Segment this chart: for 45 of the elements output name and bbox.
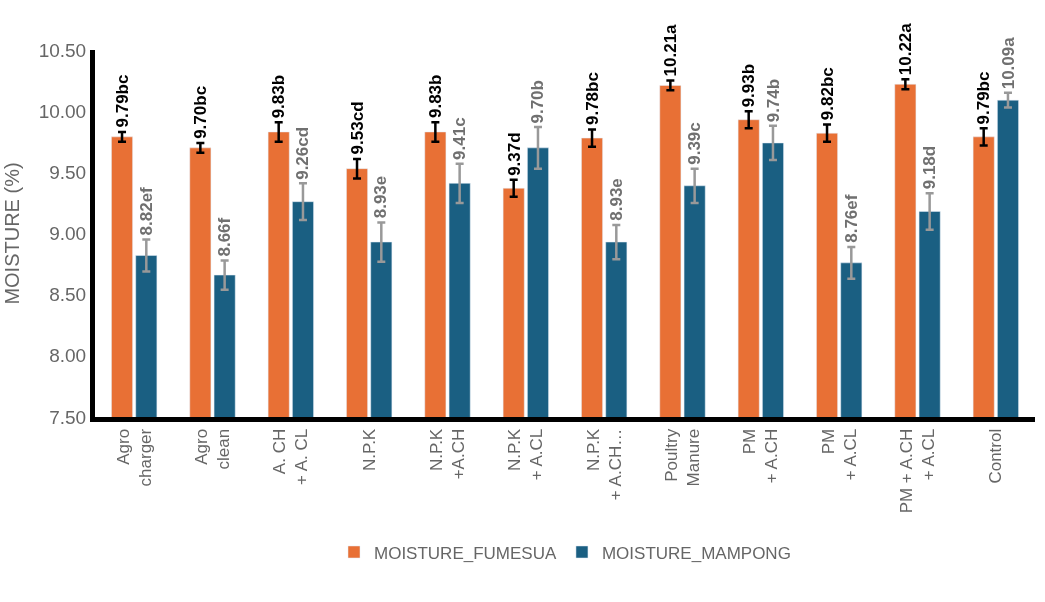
data-label: 9.83b — [269, 74, 289, 119]
x-tick-label: Poultry Manure — [661, 428, 704, 487]
x-tick-label: Agro clean — [191, 428, 234, 470]
data-label: 9.82bc — [817, 67, 837, 121]
data-label: 8.82ef — [137, 186, 157, 236]
y-tick-label: 8.00 — [49, 345, 87, 367]
data-label: 9.79bc — [973, 71, 993, 125]
data-label: 9.70b — [528, 80, 548, 124]
y-tick-label: 9.50 — [49, 161, 87, 183]
legend-label: MOISTURE_MAMPONG — [601, 543, 791, 563]
data-label: 9.93b — [739, 63, 759, 108]
x-tick-label: Control — [986, 428, 1006, 484]
data-label: 9.39c — [685, 122, 705, 165]
y-tick-label: 9.00 — [49, 223, 87, 245]
data-label: 9.53cd — [347, 101, 367, 155]
data-label: 8.93e — [371, 175, 391, 219]
data-label: 9.83b — [425, 74, 445, 119]
data-label: 9.74b — [763, 78, 783, 123]
data-label: 9.41c — [450, 117, 470, 160]
y-tick-label: 10.50 — [38, 39, 87, 61]
x-tick-label: N.P.K +A.CH — [426, 428, 469, 480]
y-tick-label: 7.50 — [49, 406, 87, 428]
legend-label: MOISTURE_FUMESUA — [374, 543, 557, 563]
data-label: 9.26cd — [293, 126, 313, 180]
x-tick-label: N.P.K — [359, 428, 379, 472]
data-label: 9.78bc — [583, 72, 603, 126]
y-tick-label: 8.50 — [49, 284, 87, 306]
x-tick-label: Agro charger — [113, 428, 155, 487]
x-tick-label: PM + A.CH + A.CL — [896, 428, 939, 514]
x-tick-label: PM + A.CH — [740, 428, 782, 484]
data-label: 10.21a — [661, 23, 681, 77]
data-label: 10.22a — [895, 22, 915, 76]
x-tick-label: N.P.K + A.CH… — [583, 428, 625, 501]
data-label: 9.70bc — [190, 85, 210, 139]
x-tick-label: N.P.K + A.CL — [505, 428, 547, 481]
data-label: 8.66f — [214, 217, 234, 257]
data-label: 8.76ef — [841, 194, 861, 243]
data-label: 9.18d — [920, 145, 940, 190]
x-tick-label: PM + A.CL — [818, 428, 860, 481]
y-tick-label: 10.00 — [38, 100, 87, 122]
data-label: 9.79bc — [112, 74, 132, 128]
data-label: 10.09a — [998, 36, 1018, 90]
data-label: 8.93e — [606, 178, 626, 221]
data-label: 9.37d — [504, 132, 524, 176]
y-axis-title: MOISTURE (%) — [1, 162, 24, 305]
